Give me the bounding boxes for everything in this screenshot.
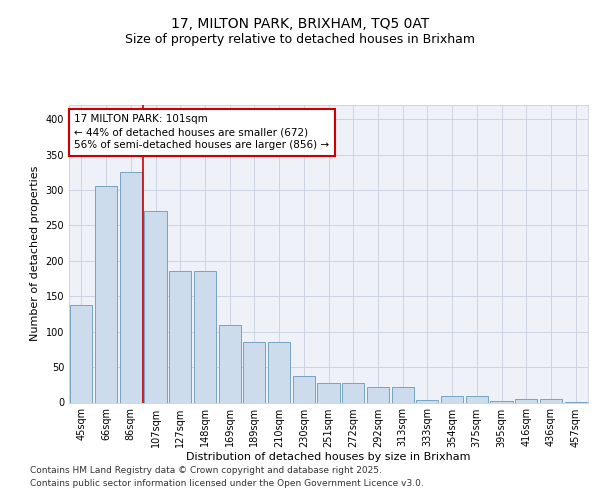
Bar — [293, 376, 315, 402]
Bar — [70, 306, 92, 402]
Text: Size of property relative to detached houses in Brixham: Size of property relative to detached ho… — [125, 32, 475, 46]
Bar — [218, 326, 241, 402]
X-axis label: Distribution of detached houses by size in Brixham: Distribution of detached houses by size … — [186, 452, 471, 462]
Bar — [515, 399, 538, 402]
Bar — [441, 396, 463, 402]
Bar — [540, 399, 562, 402]
Bar — [490, 401, 512, 402]
Bar — [268, 342, 290, 402]
Bar — [466, 396, 488, 402]
Bar — [342, 382, 364, 402]
Bar — [243, 342, 265, 402]
Bar — [194, 272, 216, 402]
Bar — [95, 186, 117, 402]
Text: 17, MILTON PARK, BRIXHAM, TQ5 0AT: 17, MILTON PARK, BRIXHAM, TQ5 0AT — [171, 18, 429, 32]
Bar — [392, 387, 414, 402]
Bar — [119, 172, 142, 402]
Bar — [145, 211, 167, 402]
Bar — [317, 382, 340, 402]
Text: 17 MILTON PARK: 101sqm
← 44% of detached houses are smaller (672)
56% of semi-de: 17 MILTON PARK: 101sqm ← 44% of detached… — [74, 114, 329, 150]
Text: Contains HM Land Registry data © Crown copyright and database right 2025.
Contai: Contains HM Land Registry data © Crown c… — [30, 466, 424, 487]
Bar — [367, 387, 389, 402]
Bar — [416, 400, 439, 402]
Y-axis label: Number of detached properties: Number of detached properties — [30, 166, 40, 342]
Bar — [169, 272, 191, 402]
